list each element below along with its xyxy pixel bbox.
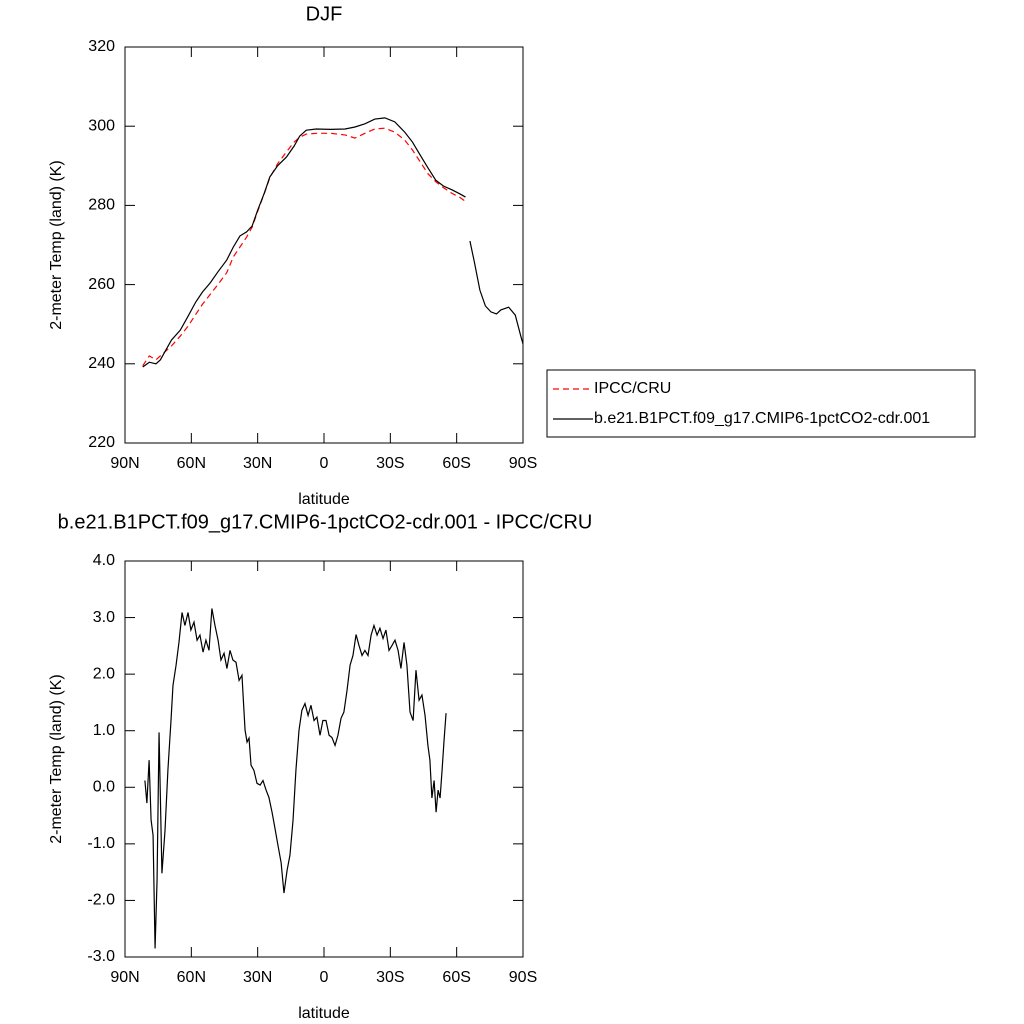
y-tick-label: -3.0 [87, 948, 115, 965]
chart-title: b.e21.B1PCT.f09_g17.CMIP6-1pctCO2-cdr.00… [58, 511, 593, 533]
x-tick-label: 30N [243, 969, 272, 986]
legend-label: IPCC/CRU [594, 380, 671, 397]
data-line [142, 127, 466, 367]
x-axis-label: latitude [298, 1005, 350, 1022]
x-tick-label: 90S [509, 969, 537, 986]
x-tick-label: 60N [177, 455, 206, 472]
data-line [144, 608, 447, 949]
y-tick-label: 3.0 [93, 609, 115, 626]
y-axis-label: 2-meter Temp (land) (K) [48, 674, 65, 844]
x-tick-label: 60S [442, 455, 470, 472]
y-tick-label: 280 [88, 197, 115, 214]
x-tick-label: 30S [376, 969, 404, 986]
y-tick-label: 2.0 [93, 665, 115, 682]
legend-label: b.e21.B1PCT.f09_g17.CMIP6-1pctCO2-cdr.00… [594, 410, 930, 427]
y-tick-label: 220 [88, 434, 115, 451]
plot-frame [124, 560, 524, 958]
x-tick-label: 0 [320, 455, 329, 472]
chart-title: DJF [306, 3, 343, 25]
x-tick-label: 30N [243, 455, 272, 472]
y-tick-label: -1.0 [87, 835, 115, 852]
y-tick-label: 0.0 [93, 779, 115, 796]
x-tick-label: 30S [376, 455, 404, 472]
y-tick-label: 320 [88, 38, 115, 55]
legend-box [546, 369, 976, 438]
y-tick-label: 1.0 [93, 722, 115, 739]
x-tick-label: 60S [442, 969, 470, 986]
x-tick-label: 90S [509, 455, 537, 472]
y-tick-label: 240 [88, 355, 115, 372]
data-line [142, 117, 524, 368]
x-tick-label: 60N [177, 969, 206, 986]
plot-frame [124, 46, 524, 444]
x-tick-label: 0 [320, 969, 329, 986]
y-axis-label: 2-meter Temp (land) (K) [48, 160, 65, 330]
y-tick-label: 300 [88, 117, 115, 134]
x-tick-label: 90N [110, 969, 139, 986]
y-tick-label: 260 [88, 276, 115, 293]
x-axis-label: latitude [298, 491, 350, 508]
x-tick-label: 90N [110, 455, 139, 472]
y-tick-label: 4.0 [93, 552, 115, 569]
y-tick-label: -2.0 [87, 892, 115, 909]
